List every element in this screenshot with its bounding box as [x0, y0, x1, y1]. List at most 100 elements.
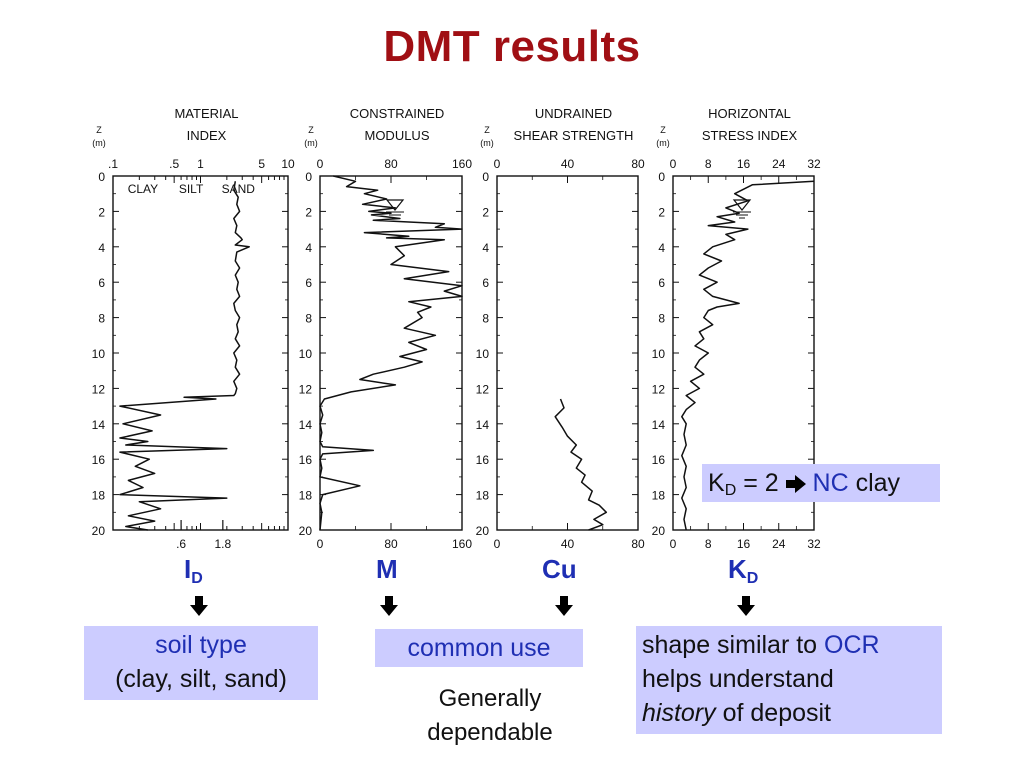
soil-class-label: SILT: [179, 182, 204, 196]
x-bottom-tick-label: 80: [384, 537, 398, 551]
y-tick-label: 8: [305, 312, 312, 326]
y-tick-label: 14: [92, 418, 106, 432]
y-tick-label: 18: [92, 489, 106, 503]
x-top-tick-label: 0: [494, 157, 501, 171]
chart-title-line: MATERIAL: [174, 106, 238, 121]
arrow-down-icon: [190, 596, 208, 616]
y-tick-label: 6: [658, 276, 665, 290]
water-table-triangle: [732, 199, 752, 211]
chart-title-line: STRESS INDEX: [702, 128, 798, 143]
soil-type-line1: soil type: [155, 631, 247, 659]
y-tick-label: 16: [652, 453, 666, 467]
z-unit-label: (m): [480, 138, 494, 148]
soil-type-box: soil type (clay, silt, sand): [84, 626, 318, 700]
x-top-tick-label: 16: [737, 157, 751, 171]
y-tick-label: 4: [482, 241, 489, 255]
y-tick-label: 16: [476, 453, 490, 467]
arrow-down-icon: [380, 596, 398, 616]
x-bottom-tick-label: 8: [705, 537, 712, 551]
y-tick-label: 10: [652, 347, 666, 361]
arrow-down-icon: [737, 596, 755, 616]
x-top-tick-label: 1: [197, 157, 204, 171]
y-tick-label: 16: [92, 453, 106, 467]
y-tick-label: 4: [305, 241, 312, 255]
y-tick-label: 2: [98, 205, 105, 219]
common-use-text: common use: [407, 634, 551, 662]
arrow-right-icon: [785, 475, 806, 493]
soil-type-line2: (clay, silt, sand): [115, 665, 287, 693]
soil-class-label: CLAY: [128, 182, 158, 196]
x-top-tick-label: .1: [108, 157, 118, 171]
ocr-line2: helps understand: [642, 665, 834, 693]
symbol-m: M: [376, 554, 398, 584]
z-unit-label: (m): [656, 138, 670, 148]
y-tick-label: 6: [305, 276, 312, 290]
chart-title-line: INDEX: [187, 128, 227, 143]
soil-class-label: SAND: [222, 182, 256, 196]
y-tick-label: 8: [482, 312, 489, 326]
y-tick-label: 12: [652, 382, 666, 396]
data-series-line: [554, 398, 608, 531]
x-bottom-tick-label: 80: [631, 537, 645, 551]
y-tick-label: 6: [98, 276, 105, 290]
x-bottom-tick-label: .6: [176, 537, 186, 551]
y-tick-label: 16: [299, 453, 313, 467]
y-tick-label: 18: [299, 489, 313, 503]
y-tick-label: 20: [476, 524, 490, 538]
kd-note: KD = 2 NC clay: [702, 464, 940, 502]
y-tick-label: 10: [476, 347, 490, 361]
y-tick-label: 14: [299, 418, 313, 432]
x-top-tick-label: 80: [384, 157, 398, 171]
z-label: Z: [484, 125, 490, 135]
y-tick-label: 8: [658, 312, 665, 326]
y-tick-label: 4: [98, 241, 105, 255]
x-top-tick-label: 10: [281, 157, 295, 171]
chart-panel-0: MATERIAL INDEX Z (m) 0 2 4 6 8 10 12 14 16 18 20 .1 .5 1 5…: [92, 106, 295, 551]
y-tick-label: 14: [476, 418, 490, 432]
x-bottom-tick-label: 160: [452, 537, 472, 551]
slide-title: DMT results: [383, 22, 641, 71]
z-label: Z: [660, 125, 666, 135]
y-tick-label: 12: [92, 382, 106, 396]
y-tick-label: 0: [658, 170, 665, 184]
x-top-tick-label: 0: [317, 157, 324, 171]
data-series-line: [119, 181, 250, 531]
x-bottom-tick-label: 1.8: [214, 537, 231, 551]
chart-title-line: UNDRAINED: [535, 106, 612, 121]
water-table-icon: [385, 199, 405, 219]
y-tick-label: 12: [299, 382, 313, 396]
arrow-down-icon: [555, 596, 573, 616]
dependable-note: Generally dependable: [400, 682, 580, 750]
y-tick-label: 2: [482, 205, 489, 219]
symbol-kd: KD: [728, 554, 759, 587]
z-label: Z: [96, 125, 102, 135]
x-bottom-tick-label: 24: [772, 537, 786, 551]
y-tick-label: 20: [652, 524, 666, 538]
x-top-tick-label: 8: [705, 157, 712, 171]
x-bottom-tick-label: 16: [737, 537, 751, 551]
dependable-line1: Generally: [438, 685, 542, 712]
x-bottom-tick-label: 0: [317, 537, 324, 551]
y-tick-label: 0: [482, 170, 489, 184]
x-top-tick-label: 160: [452, 157, 472, 171]
x-bottom-tick-label: 32: [807, 537, 821, 551]
z-unit-label: (m): [304, 138, 318, 148]
ocr-line3: history of deposit: [642, 699, 831, 727]
symbol-cu: Cu: [542, 554, 577, 584]
y-tick-label: 0: [98, 170, 105, 184]
water-table-triangle: [385, 199, 405, 211]
x-top-tick-label: 5: [258, 157, 265, 171]
chart-title-line: MODULUS: [364, 128, 429, 143]
plot-frame: [496, 175, 639, 531]
x-top-tick-label: .5: [169, 157, 179, 171]
y-tick-label: 6: [482, 276, 489, 290]
common-use-box: common use: [375, 629, 583, 667]
chart-title-line: SHEAR STRENGTH: [514, 128, 634, 143]
x-bottom-tick-label: 0: [494, 537, 501, 551]
y-tick-label: 18: [652, 489, 666, 503]
x-top-tick-label: 24: [772, 157, 786, 171]
x-top-tick-label: 40: [561, 157, 575, 171]
